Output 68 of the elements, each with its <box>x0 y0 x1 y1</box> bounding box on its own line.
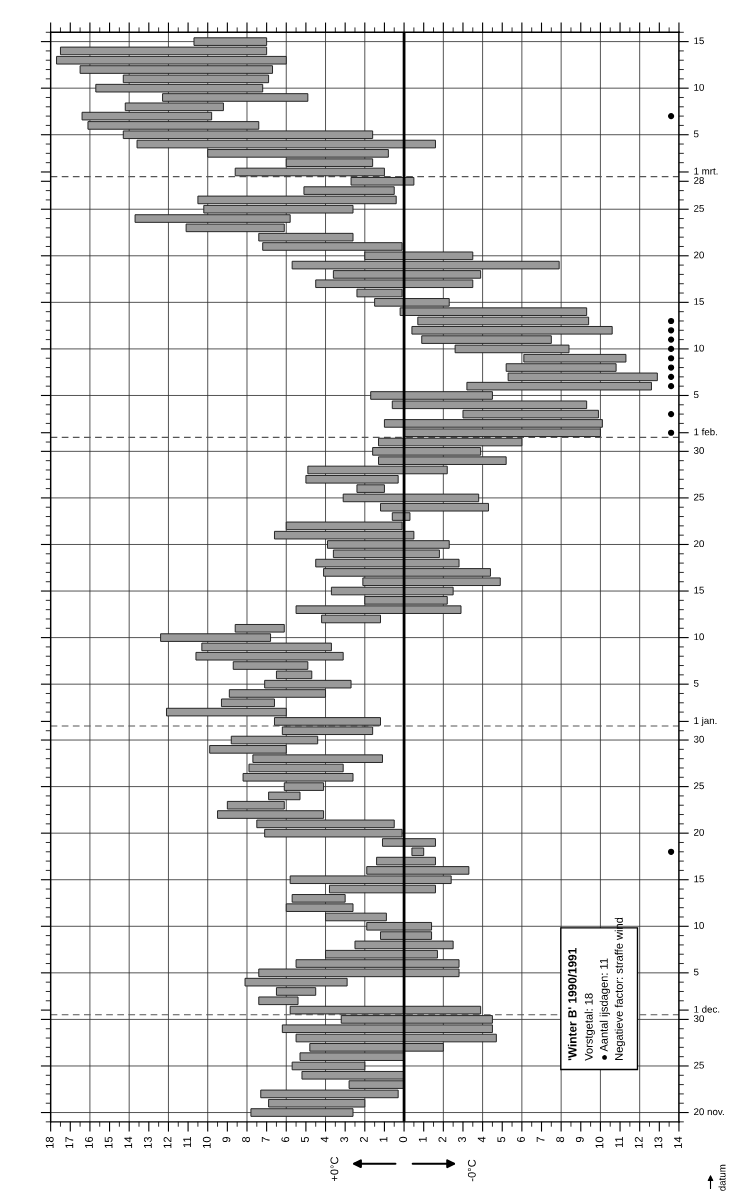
x-tick-label: 1 <box>379 1136 388 1142</box>
x-tick-label: 10 <box>202 1136 211 1148</box>
x-tick-label: 13 <box>654 1136 663 1148</box>
y-tick-label: 20 <box>694 540 704 548</box>
x-tick-label: 9 <box>222 1136 231 1143</box>
x-tick-label: 17 <box>65 1136 74 1148</box>
y-tick-label: 25 <box>694 493 704 501</box>
x-tick-label: 6 <box>516 1136 525 1143</box>
y-tick-label: 5 <box>693 391 699 399</box>
y-tick-label: 15 <box>694 37 704 45</box>
y-tick-label: 1 jan. <box>694 716 717 726</box>
x-tick-label: 3 <box>458 1136 466 1143</box>
x-tick-label: 4 <box>320 1136 329 1143</box>
text: datum <box>718 1164 726 1191</box>
y-tick-label: 30 <box>693 735 704 743</box>
y-tick-label: 28 <box>694 177 704 184</box>
y-tick-label: 25 <box>694 782 704 790</box>
y-tick-label: 25 <box>694 204 704 212</box>
x-tick-label: 5 <box>497 1136 506 1143</box>
x-tick-label: 3 <box>340 1136 349 1143</box>
y-tick-label: 15 <box>694 298 704 305</box>
y-tick-label: 20 <box>694 251 704 259</box>
y-tick-label: 1 dec. <box>694 1005 720 1013</box>
y-tick-label: 1 mrt. <box>694 167 718 175</box>
y-tick-label: 1 feb. <box>694 428 717 436</box>
x-tick-label: 16 <box>85 1136 93 1148</box>
y-tick-label: 10 <box>694 922 704 929</box>
text: +0°C <box>330 1156 339 1182</box>
y-tick-label: 15 <box>694 875 704 883</box>
y-tick-label: 10 <box>694 633 704 641</box>
y-tick-label: 5 <box>693 130 699 138</box>
x-tick-label: 13 <box>143 1136 152 1148</box>
y-tick-label: 30 <box>693 1015 704 1023</box>
y-tick-label: 20 nov. <box>694 1108 724 1116</box>
x-tick-label: 12 <box>634 1136 643 1148</box>
x-tick-label: 1 <box>418 1136 427 1142</box>
x-tick-label: 18 <box>45 1136 54 1148</box>
annotation: Negatieve factor: straffe wind <box>614 917 626 1060</box>
annotation: ● Aantal ijsdagen: 11 <box>599 958 610 1060</box>
x-tick-label: 10 <box>595 1136 604 1148</box>
y-tick-label: 5 <box>693 968 699 976</box>
x-tick-label: 11 <box>183 1136 191 1148</box>
x-tick-label: 2 <box>438 1136 447 1143</box>
y-tick-label: 10 <box>694 83 704 91</box>
x-tick-label: 4 <box>477 1136 486 1143</box>
x-tick-label: 7 <box>261 1136 270 1143</box>
y-tick-label: 15 <box>694 586 704 594</box>
x-tick-label: 8 <box>242 1136 250 1143</box>
y-tick-label: 10 <box>694 344 704 352</box>
annotation: Vorstgetal: 18 <box>584 993 595 1061</box>
x-tick-label: 14 <box>674 1136 682 1148</box>
x-tick-label: 12 <box>163 1136 172 1148</box>
x-tick-label: 14 <box>124 1136 133 1148</box>
x-tick-label: 5 <box>301 1136 309 1143</box>
x-tick-label: 7 <box>536 1136 545 1143</box>
x-tick-label: 2 <box>359 1136 368 1143</box>
annotation: 'Winter B' 1990/1991 <box>567 948 577 1061</box>
x-tick-label: 15 <box>104 1136 113 1148</box>
x-tick-label: 0 <box>399 1136 408 1143</box>
y-tick-label: 20 <box>694 828 704 836</box>
x-tick-label: 9 <box>575 1136 584 1143</box>
x-tick-label: 8 <box>556 1136 565 1143</box>
text: -0°C <box>467 1159 476 1182</box>
y-tick-label: 25 <box>694 1061 704 1069</box>
x-tick-label: 6 <box>281 1136 290 1143</box>
y-tick-label: 30 <box>693 447 704 454</box>
x-tick-label: 11 <box>615 1136 623 1148</box>
y-tick-label: 5 <box>693 679 699 687</box>
